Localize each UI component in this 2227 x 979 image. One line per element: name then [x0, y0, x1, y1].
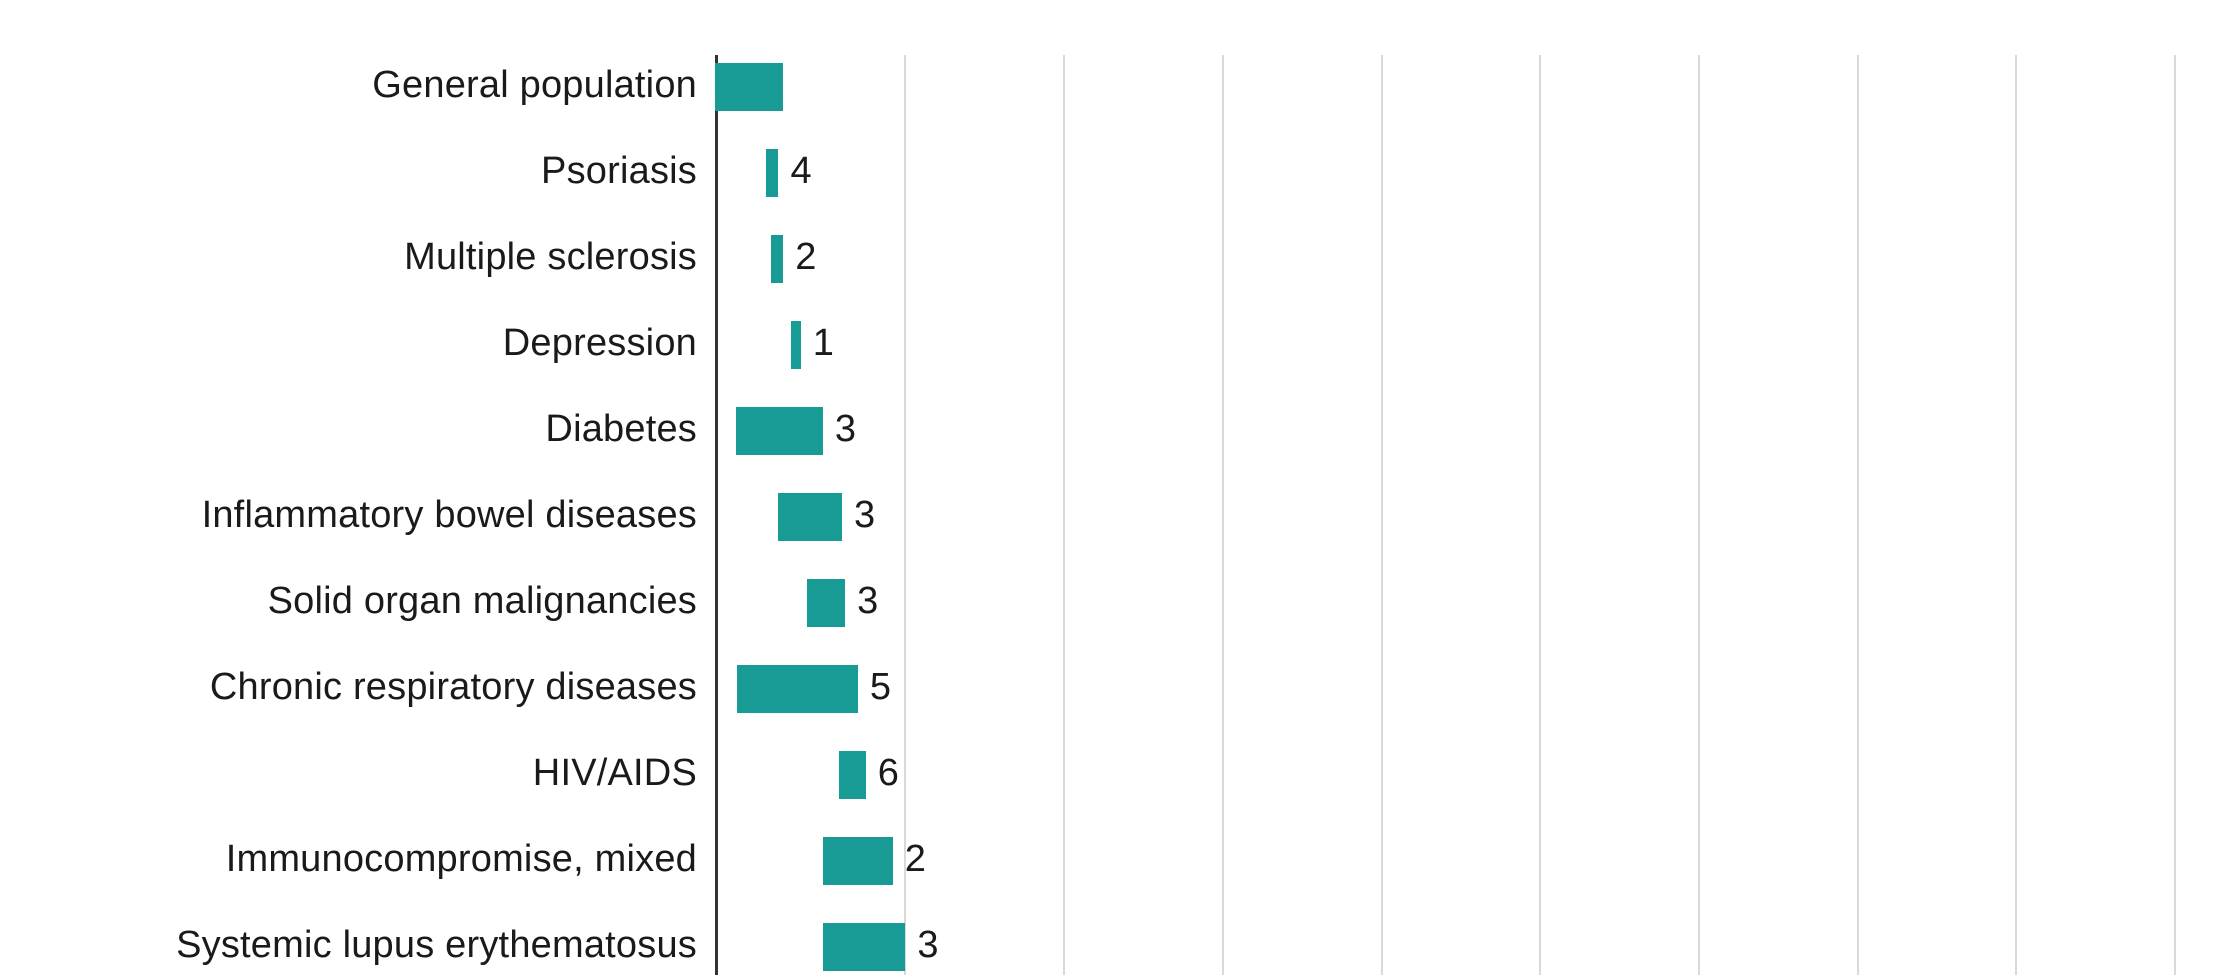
bar [791, 321, 801, 369]
bar [715, 63, 783, 111]
data-row: Solid organ malignancies3 [715, 571, 2175, 635]
category-label: Chronic respiratory diseases [210, 666, 715, 709]
bar [736, 407, 823, 455]
bar [766, 149, 779, 197]
data-row: Multiple sclerosis2 [715, 227, 2175, 291]
value-label: 4 [790, 150, 811, 193]
category-label: Solid organ malignancies [268, 580, 715, 623]
category-label: Systemic lupus erythematosus [176, 924, 715, 967]
category-label: Inflammatory bowel diseases [202, 494, 715, 537]
bar [823, 837, 893, 885]
category-label: Immunocompromise, mixed [226, 838, 715, 881]
value-label: 3 [857, 580, 878, 623]
data-row: General population [715, 55, 2175, 119]
data-row: Chronic respiratory diseases5 [715, 657, 2175, 721]
bar [771, 235, 784, 283]
value-label: 3 [835, 408, 856, 451]
value-label: 1 [813, 322, 834, 365]
data-row: Diabetes3 [715, 399, 2175, 463]
bar [807, 579, 845, 627]
data-row: Depression1 [715, 313, 2175, 377]
category-label: HIV/AIDS [533, 752, 715, 795]
value-label: 5 [870, 666, 891, 709]
data-row: Immunocompromise, mixed2 [715, 829, 2175, 893]
category-label: Diabetes [545, 408, 715, 451]
bar [737, 665, 858, 713]
category-label: Psoriasis [541, 150, 715, 193]
bar [823, 923, 906, 971]
bar [839, 751, 866, 799]
value-label: 3 [917, 924, 938, 967]
value-label: 2 [795, 236, 816, 279]
value-label: 6 [878, 752, 899, 795]
category-label: Depression [503, 322, 715, 365]
data-row: Psoriasis4 [715, 141, 2175, 205]
value-label: 2 [905, 838, 926, 881]
data-row: Systemic lupus erythematosus3 [715, 915, 2175, 979]
bar [778, 493, 841, 541]
category-label: General population [372, 64, 715, 107]
value-label: 3 [854, 494, 875, 537]
chart-container: General populationPsoriasis4Multiple scl… [0, 0, 2227, 975]
data-row: Inflammatory bowel diseases3 [715, 485, 2175, 549]
data-row: HIV/AIDS6 [715, 743, 2175, 807]
plot-area: General population Psoriasis4 Multiple scl… [715, 55, 2175, 975]
category-label: Multiple sclerosis [404, 236, 715, 279]
